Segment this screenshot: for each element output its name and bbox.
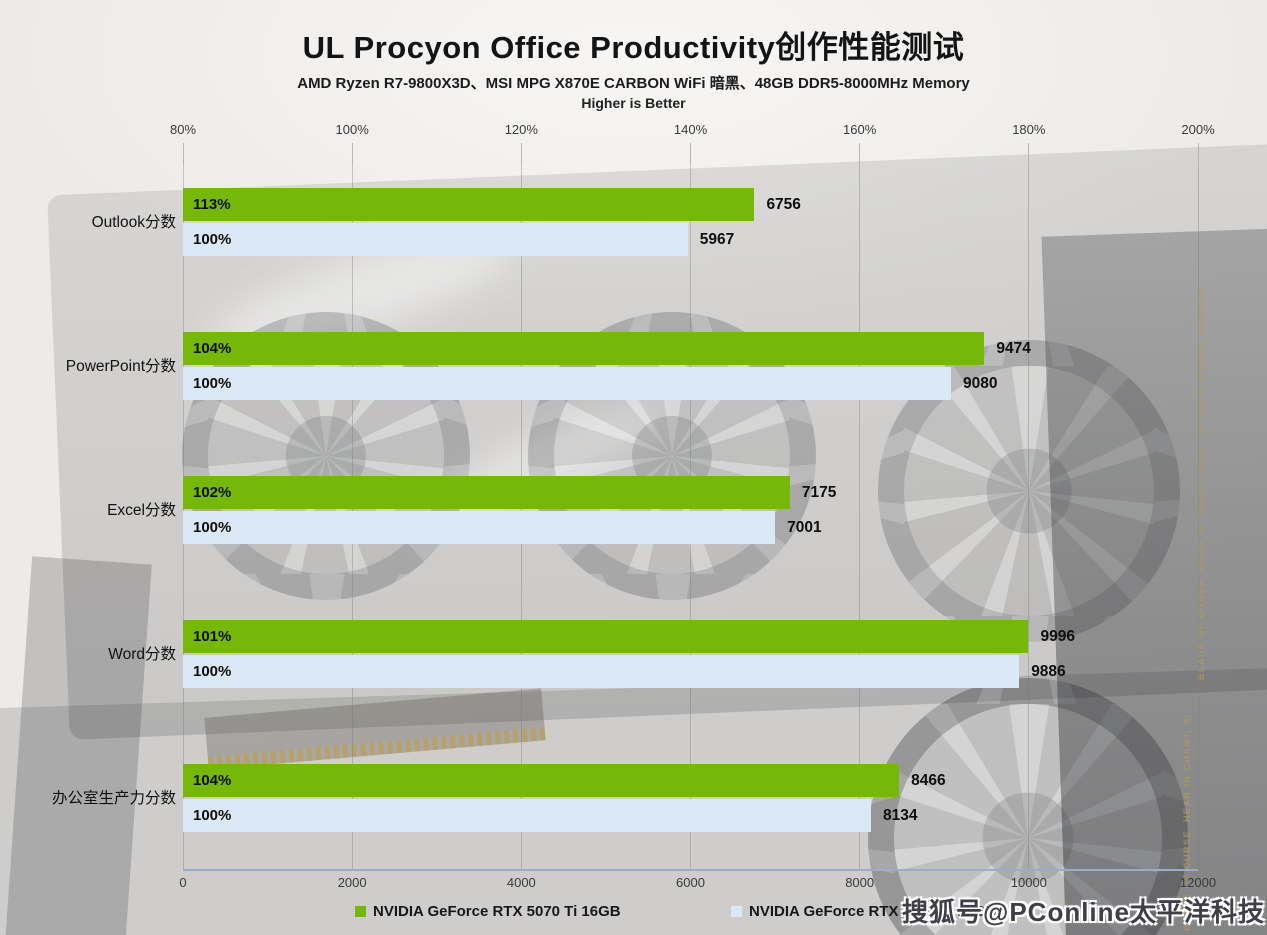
bar-rtx-5070-ti <box>183 620 1029 653</box>
top-axis-tick <box>520 143 522 165</box>
value-label: 7175 <box>801 484 837 501</box>
gridline <box>859 165 861 870</box>
legend-swatch-icon <box>355 906 366 917</box>
bottom-axis-label: 10000 <box>1010 875 1047 890</box>
gpu-fan-hub <box>986 448 1072 534</box>
top-axis-tick <box>859 143 861 165</box>
gridline <box>1028 165 1030 870</box>
bar-rtx-5070-ti <box>183 188 755 221</box>
top-axis-label: 80% <box>169 122 197 137</box>
top-axis-label: 200% <box>1181 122 1215 137</box>
percent-label: 100% <box>193 375 232 392</box>
watermark: 搜狐号@PConline太平洋科技 <box>901 897 1265 927</box>
gridline <box>1197 165 1199 870</box>
value-label: 8134 <box>883 807 918 824</box>
percent-label: 100% <box>193 231 232 248</box>
top-axis-label: 160% <box>843 122 877 137</box>
higher-is-better-note: Higher is Better <box>581 95 686 111</box>
chart-title: UL Procyon Office Productivity创作性能测试 <box>302 30 965 65</box>
legend-label: NVIDIA GeForce RTX 5070 Ti 16GB <box>373 903 621 920</box>
legend-label: NVIDIA GeForce RTX 4070 Ti 12GB <box>749 903 997 920</box>
value-label: 9080 <box>963 375 998 392</box>
percent-label: 100% <box>193 807 232 824</box>
gpu-fan-hub <box>982 792 1074 884</box>
bar-rtx-4070-ti <box>183 799 871 832</box>
value-label: 5967 <box>699 231 735 248</box>
chart-subtitle: AMD Ryzen R7-9800X3D、MSI MPG X870E CARBO… <box>297 75 970 92</box>
percent-label: 100% <box>193 663 232 680</box>
category-label: 办公室生产力分数 <box>51 790 176 807</box>
bar-rtx-4070-ti <box>183 367 952 400</box>
percent-label: 104% <box>193 772 232 789</box>
top-axis-tick <box>351 143 353 165</box>
value-label: 7001 <box>787 519 822 536</box>
percent-label: 104% <box>193 340 232 357</box>
value-label: 9474 <box>996 340 1031 357</box>
bottom-axis-line <box>183 869 1198 871</box>
percent-label: 100% <box>193 519 232 536</box>
top-axis-label: 100% <box>335 122 369 137</box>
bottom-axis-label: 12000 <box>1179 875 1217 890</box>
top-axis-tick <box>182 143 184 165</box>
category-label: Outlook分数 <box>91 214 176 231</box>
value-label: 6756 <box>766 196 801 213</box>
percent-label: 102% <box>193 484 232 501</box>
value-label: 8466 <box>911 772 946 789</box>
bottom-axis-label: 4000 <box>506 875 536 890</box>
gpu-card-edge-silhouette <box>4 556 152 935</box>
bottom-axis-label: 6000 <box>676 875 705 890</box>
bottom-axis-label: 0 <box>179 875 187 890</box>
bottom-axis-label: 8000 <box>845 875 875 890</box>
category-label: Excel分数 <box>107 502 176 519</box>
top-axis-label: 140% <box>673 122 708 137</box>
gpu-card-side-silhouette <box>1041 227 1267 935</box>
bar-rtx-4070-ti <box>183 223 688 256</box>
top-axis-label: 120% <box>504 122 538 137</box>
category-label: PowerPoint分数 <box>65 358 176 375</box>
top-axis-tick <box>1197 143 1199 165</box>
legend-swatch-icon <box>731 906 742 917</box>
bar-rtx-4070-ti <box>183 655 1020 688</box>
category-label: Word分数 <box>108 646 176 663</box>
bar-rtx-5070-ti <box>183 332 985 365</box>
legend-item: NVIDIA GeForce RTX 5070 Ti 16GB <box>355 903 621 920</box>
percent-label: 113% <box>193 196 231 213</box>
bottom-axis-label: 2000 <box>337 875 367 890</box>
value-label: 9996 <box>1040 628 1075 645</box>
top-axis-tick <box>1028 143 1030 165</box>
legend-item: NVIDIA GeForce RTX 4070 Ti 12GB <box>731 903 997 920</box>
bar-rtx-5070-ti <box>183 476 790 509</box>
bar-rtx-4070-ti <box>183 511 776 544</box>
percent-label: 101% <box>193 628 232 645</box>
bar-rtx-5070-ti <box>183 764 900 797</box>
value-label: 9886 <box>1031 663 1066 680</box>
top-axis-label: 180% <box>1012 122 1046 137</box>
top-axis-tick <box>690 143 691 165</box>
